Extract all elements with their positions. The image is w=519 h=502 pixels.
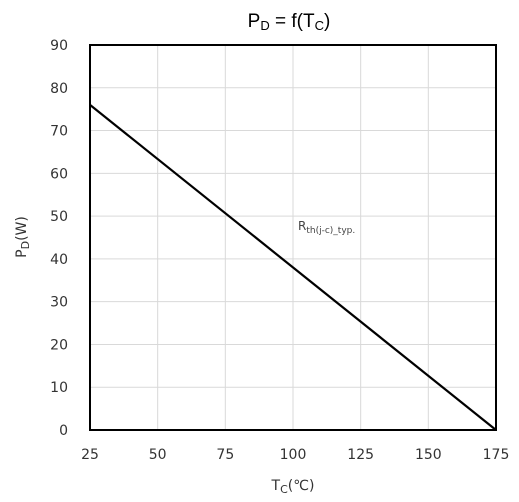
- x-tick-label: 150: [415, 447, 442, 463]
- plot-frame: [89, 44, 497, 431]
- title-main-sub: D: [260, 18, 269, 33]
- chart-title: PD = f(TC): [248, 11, 331, 33]
- x-axis-label-sub: C: [280, 483, 288, 496]
- x-tick-label: 175: [483, 447, 510, 463]
- title-close: ): [324, 11, 330, 32]
- y-tick-label: 20: [50, 337, 68, 353]
- title-rest: = f(T: [270, 11, 315, 32]
- y-tick-label: 60: [50, 166, 68, 182]
- y-tick-label: 30: [50, 295, 68, 311]
- y-axis-label-sub: D: [19, 241, 32, 249]
- y-tick-label: 90: [50, 38, 68, 54]
- title-main: P: [248, 11, 261, 32]
- y-axis-label-main: P: [14, 249, 30, 257]
- series-label: Rth(j-c)_typ.: [298, 219, 355, 236]
- y-tick-label: 40: [50, 252, 68, 268]
- x-tick-label: 25: [81, 447, 99, 463]
- x-tick-label: 50: [149, 447, 167, 463]
- x-tick-label: 125: [347, 447, 374, 463]
- y-tick-label: 10: [50, 380, 68, 396]
- y-tick-label: 70: [50, 124, 68, 140]
- y-tick-labels: 0 10 20 30 40 50 60 70 80 90: [50, 38, 68, 439]
- y-axis-label: PD(W): [14, 216, 32, 258]
- x-axis-label: TC(℃): [271, 478, 315, 496]
- title-rest-sub: C: [315, 18, 324, 33]
- y-tick-label: 0: [59, 423, 68, 439]
- y-tick-label: 50: [50, 209, 68, 225]
- x-tick-label: 100: [280, 447, 307, 463]
- series-line: [89, 104, 497, 431]
- series-label-sub: th(j-c)_typ.: [306, 226, 355, 236]
- series-label-main: R: [298, 219, 306, 233]
- y-tick-label: 80: [50, 81, 68, 97]
- x-axis-label-main: T: [271, 478, 281, 494]
- grid-lines: [89, 44, 497, 431]
- y-axis-label-rest: (W): [14, 216, 30, 241]
- x-tick-label: 75: [216, 447, 234, 463]
- x-tick-labels: 25 50 75 100 125 150 175: [81, 447, 509, 463]
- x-axis-label-rest: (℃): [288, 478, 315, 494]
- series-layer: [89, 104, 497, 431]
